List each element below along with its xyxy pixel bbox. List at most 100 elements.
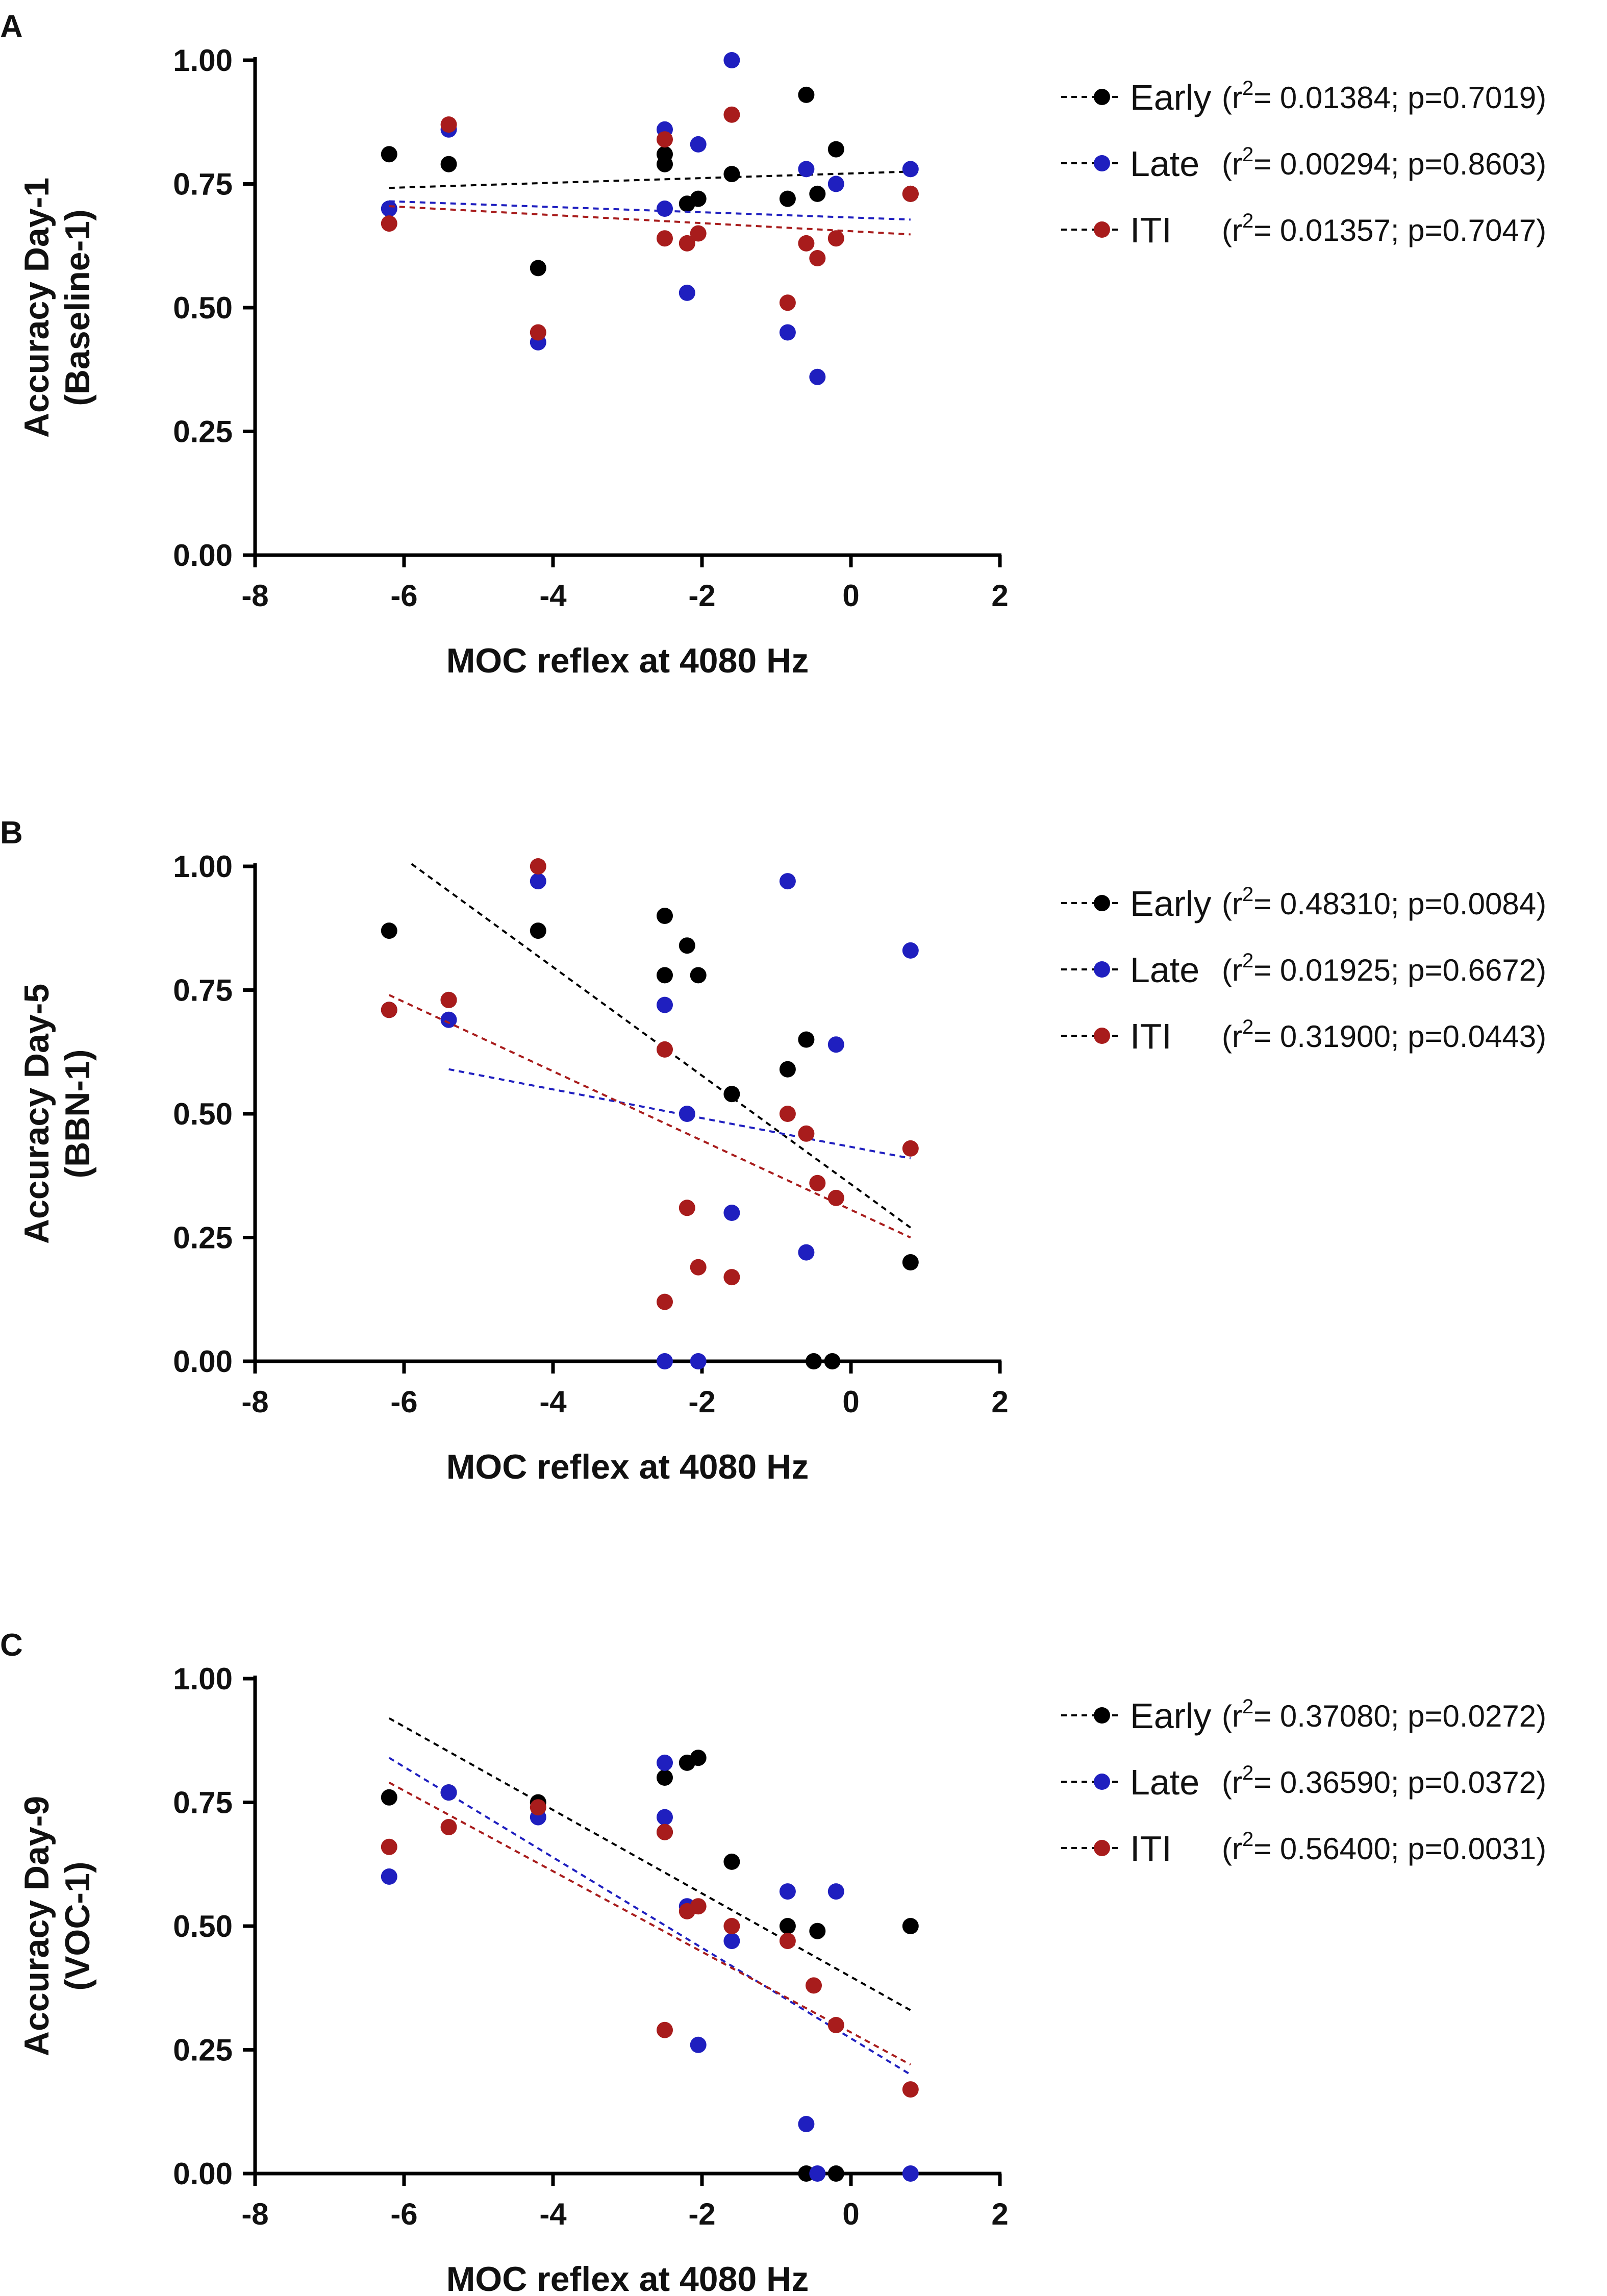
- x-tick-label: 0: [842, 2197, 859, 2231]
- point-iti: [723, 1269, 740, 1286]
- point-iti: [657, 1824, 673, 1840]
- point-iti: [440, 116, 457, 133]
- point-late: [827, 1883, 844, 1900]
- y-tick-label: 0.75: [173, 974, 233, 1008]
- point-early: [690, 967, 707, 984]
- y-tick-label: 0.50: [173, 1097, 233, 1131]
- x-tick-label: -8: [241, 1385, 268, 1419]
- y-tick-label: 0.50: [173, 291, 233, 325]
- y-tick-label: 0.25: [173, 415, 233, 449]
- point-early: [779, 1918, 796, 1934]
- x-tick-label: 2: [991, 2197, 1008, 2231]
- y-tick-label: 0.00: [173, 2157, 233, 2191]
- point-early: [381, 1789, 397, 1806]
- point-early: [381, 922, 397, 939]
- point-late: [902, 2165, 919, 2182]
- y-tick-label: 0.25: [173, 2033, 233, 2067]
- point-iti: [798, 235, 815, 252]
- point-late: [679, 1106, 695, 1122]
- point-iti: [381, 1838, 397, 1855]
- legend-marker-early: [1094, 895, 1110, 911]
- y-axis-title-line1: Accuracy Day-9: [17, 1796, 56, 2056]
- legend-name-late: Late: [1130, 144, 1199, 184]
- y-tick-label: 0.25: [173, 1221, 233, 1255]
- point-early: [657, 967, 673, 984]
- fit-line-iti: [388, 994, 911, 1239]
- point-iti: [679, 1200, 695, 1216]
- point-iti: [690, 1259, 707, 1276]
- point-iti: [690, 225, 707, 242]
- point-iti: [530, 1799, 546, 1816]
- point-late: [798, 2116, 815, 2132]
- x-tick-label: -2: [688, 579, 715, 613]
- point-iti: [827, 2017, 844, 2033]
- point-late: [809, 368, 826, 385]
- point-iti: [723, 1918, 740, 1934]
- legend-marker-iti: [1094, 1840, 1110, 1856]
- point-iti: [779, 294, 796, 311]
- point-early: [679, 937, 695, 954]
- point-early: [657, 1769, 673, 1786]
- point-late: [530, 873, 546, 890]
- point-iti: [827, 1189, 844, 1206]
- point-iti: [530, 324, 546, 341]
- point-iti: [440, 1819, 457, 1835]
- legend-marker-early: [1094, 1707, 1110, 1724]
- point-late: [381, 201, 397, 217]
- y-axis-title-line2: (VOC-1): [58, 1861, 97, 1990]
- x-axis-title: MOC reflex at 4080 Hz: [446, 1448, 809, 1486]
- panel-b: B 0.00 0.25 0.50 0.75 1.00 -8 -6 -4 -2 0 2 MOC refle…: [0, 815, 1546, 1486]
- point-iti: [779, 1106, 796, 1122]
- point-late: [902, 161, 919, 178]
- x-tick-label: 2: [991, 1385, 1008, 1419]
- point-late: [902, 942, 919, 959]
- y-tick-label: 1.00: [173, 43, 233, 78]
- fit-line-iti: [389, 205, 911, 236]
- point-early: [779, 1061, 796, 1078]
- point-late: [798, 1244, 815, 1261]
- point-early: [806, 1353, 822, 1369]
- point-early: [902, 1918, 919, 1934]
- x-tick-label: -4: [539, 2197, 567, 2231]
- point-early: [827, 2165, 844, 2182]
- point-early: [824, 1353, 841, 1369]
- legend-name-late: Late: [1130, 950, 1199, 990]
- y-tick-label: 0.75: [173, 167, 233, 202]
- point-iti: [902, 2081, 919, 2098]
- panel-letter: B: [0, 815, 23, 851]
- x-axis-title: MOC reflex at 4080 Hz: [446, 2260, 809, 2296]
- point-late: [723, 1933, 740, 1950]
- x-tick-label: -8: [241, 2197, 268, 2231]
- legend-stats-late: (r2= 0.00294; p=0.8603): [1222, 143, 1546, 181]
- point-iti: [902, 1140, 919, 1157]
- point-late: [723, 1205, 740, 1221]
- y-tick-label: 1.00: [173, 1662, 233, 1696]
- point-late: [827, 1036, 844, 1053]
- point-early: [657, 156, 673, 172]
- fit-line-early: [388, 1717, 911, 2011]
- y-tick-label: 0.50: [173, 1909, 233, 1943]
- legend-marker-late: [1094, 155, 1110, 171]
- point-late: [440, 1784, 457, 1801]
- x-tick-label: 2: [991, 579, 1008, 613]
- point-early: [723, 166, 740, 183]
- y-tick-label: 0.00: [173, 538, 233, 572]
- point-late: [657, 1353, 673, 1369]
- point-late: [779, 1883, 796, 1900]
- y-tick-label: 1.00: [173, 850, 233, 884]
- fit-line-late: [389, 200, 911, 221]
- point-late: [690, 2036, 707, 2053]
- legend-marker-late: [1094, 1774, 1110, 1790]
- point-early: [809, 1923, 826, 1939]
- legend-marker-early: [1094, 89, 1110, 105]
- x-axis-title: MOC reflex at 4080 Hz: [446, 641, 809, 680]
- point-late: [657, 1754, 673, 1771]
- fit-line-iti: [388, 1781, 911, 2066]
- panel-c: C 0.00 0.25 0.50 0.75 1.00 -8 -6 -4 -2 0 2 MOC refle…: [0, 1628, 1546, 2296]
- legend-stats-iti: (r2= 0.56400; p=0.0031): [1222, 1828, 1546, 1866]
- legend-stats-early: (r2= 0.48310; p=0.0084): [1222, 883, 1546, 921]
- legend-marker-iti: [1094, 221, 1110, 238]
- legend-name-iti: ITI: [1130, 210, 1172, 250]
- point-late: [679, 284, 695, 301]
